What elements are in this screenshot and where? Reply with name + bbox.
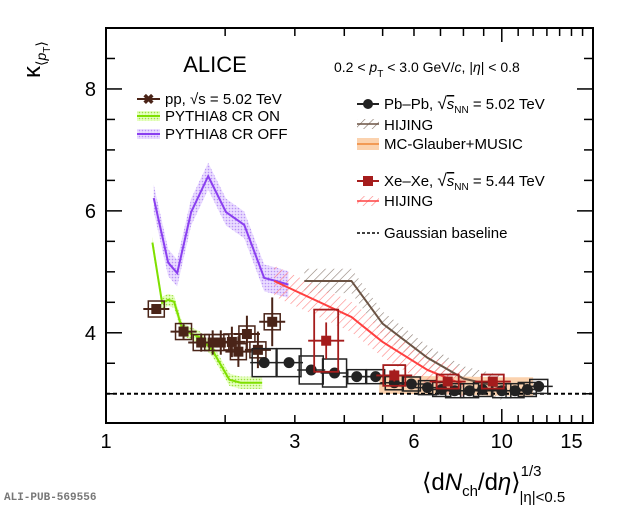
legend-item-hijing-xexe[interactable]: HIJING [357, 193, 433, 210]
x-tick-label: 6 [408, 431, 419, 453]
legend-item-baseline[interactable]: Gaussian baseline [357, 225, 507, 242]
x-tick-label: 3 [289, 431, 300, 453]
legend-item-pp[interactable]: ✖ pp, √s = 5.02 TeV [137, 91, 282, 108]
square-marker-icon [363, 176, 373, 186]
pythia8-cr-off-line [152, 173, 289, 286]
y-tick-label: 6 [85, 201, 96, 223]
x-tick-label: 1 [100, 431, 111, 453]
legend-left: ✖ pp, √s = 5.02 TeV PYTHIA8 CR ON PYTHIA… [137, 91, 288, 143]
plot-frame [105, 27, 594, 424]
x-axis-label: ⟨dNch/dη⟩1/3 |η|<0.5 [422, 463, 565, 506]
xe-xe-s-nn-5-44-tev-point [429, 373, 466, 390]
xe-xe-s-nn-5-44-tev-point [376, 364, 413, 387]
legend-item-pythia-off[interactable]: PYTHIA8 CR OFF [137, 126, 288, 143]
circle-marker [351, 371, 363, 383]
x-marker-icon: ✖ [143, 91, 155, 107]
publication-id: ALI-PUB-569556 [4, 492, 97, 504]
circle-marker [405, 378, 417, 390]
x-marker [267, 316, 278, 327]
square-marker [321, 335, 332, 346]
legend-label-hijing-xexe: HIJING [384, 193, 433, 210]
hijing-pb-pb-line [304, 279, 503, 389]
pp-s-5-02-tev-point [233, 315, 260, 353]
kinematic-cut-label: 0.2 < pT < 3.0 GeV/c, |η| < 0.8 [334, 59, 520, 80]
circle-marker [477, 383, 489, 395]
circle-marker [464, 385, 476, 397]
pb-pb-s-nn-5-02-tev-point [397, 376, 426, 392]
experiment-label: ALICE [183, 52, 247, 77]
legend-label-pythia-off: PYTHIA8 CR OFF [165, 126, 288, 143]
circle-marker [533, 380, 545, 392]
legend-label-pbpb: Pb–Pb, √sNN = 5.02 TeV [384, 94, 545, 116]
legend-item-pbpb[interactable]: Pb–Pb, √sNN = 5.02 TeV [357, 94, 545, 116]
circle-marker [436, 383, 448, 395]
x-marker [233, 346, 244, 357]
y-tick-label: 8 [85, 79, 96, 101]
x-tick-label: 10 [491, 431, 513, 453]
data-series [143, 173, 553, 399]
legend-label-xexe: Xe–Xe, √sNN = 5.44 TeV [384, 171, 545, 193]
syst-box [249, 341, 267, 359]
square-marker [487, 376, 498, 387]
circle-marker [370, 371, 382, 383]
legend-label-hijing-pbpb: HIJING [384, 117, 433, 134]
pb-pb-s-nn-5-02-tev-point [524, 378, 553, 395]
pb-pb-s-nn-5-02-tev-point [275, 347, 304, 378]
hijing-xe-xe-band [274, 265, 464, 400]
legend-item-music[interactable]: MC-Glauber+MUSIC [357, 136, 523, 153]
x-marker [226, 336, 237, 347]
square-marker [442, 376, 453, 387]
y-axis-label: κ⟨pT⟩ [19, 41, 53, 78]
xe-xe-s-nn-5-44-tev-point [474, 373, 511, 390]
axes: 1 3 6 10 15 4 6 8 [85, 27, 594, 453]
syst-box [174, 322, 193, 341]
pp-s-5-02-tev-point [259, 297, 286, 347]
x-marker [178, 326, 189, 337]
pythia8-cr-off-band [153, 162, 289, 299]
x-marker [252, 344, 263, 355]
y-tick-label: 4 [85, 323, 96, 345]
circle-marker [421, 382, 433, 394]
syst-box [263, 313, 281, 331]
pb-pb-s-nn-5-02-tev-point [320, 358, 349, 388]
legend-item-hijing-pbpb[interactable]: HIJING [357, 117, 433, 134]
legend-label-music: MC-Glauber+MUSIC [384, 136, 523, 153]
syst-box [147, 300, 166, 318]
syst-box [238, 325, 256, 343]
circle-marker [258, 357, 270, 369]
legend-label-baseline: Gaussian baseline [384, 225, 507, 242]
xe-xe-s-nn-5-44-tev-point [308, 308, 345, 373]
x-tick-label: 15 [560, 431, 582, 453]
pp-s-5-02-tev-point [143, 300, 170, 318]
legend-label-pythia-on: PYTHIA8 CR ON [165, 108, 280, 125]
pp-s-5-02-tev-point [170, 322, 197, 341]
legend-item-pythia-on[interactable]: PYTHIA8 CR ON [137, 108, 280, 125]
square-marker [389, 370, 400, 381]
circle-marker [283, 357, 295, 369]
x-marker [241, 329, 252, 340]
circle-marker-icon [363, 99, 373, 109]
legend-item-xexe[interactable]: Xe–Xe, √sNN = 5.44 TeV [357, 171, 545, 193]
x-marker [151, 304, 162, 315]
legend-label-pp: pp, √s = 5.02 TeV [165, 91, 282, 108]
legend-right: Pb–Pb, √sNN = 5.02 TeV HIJING MC-Glauber… [357, 94, 545, 242]
